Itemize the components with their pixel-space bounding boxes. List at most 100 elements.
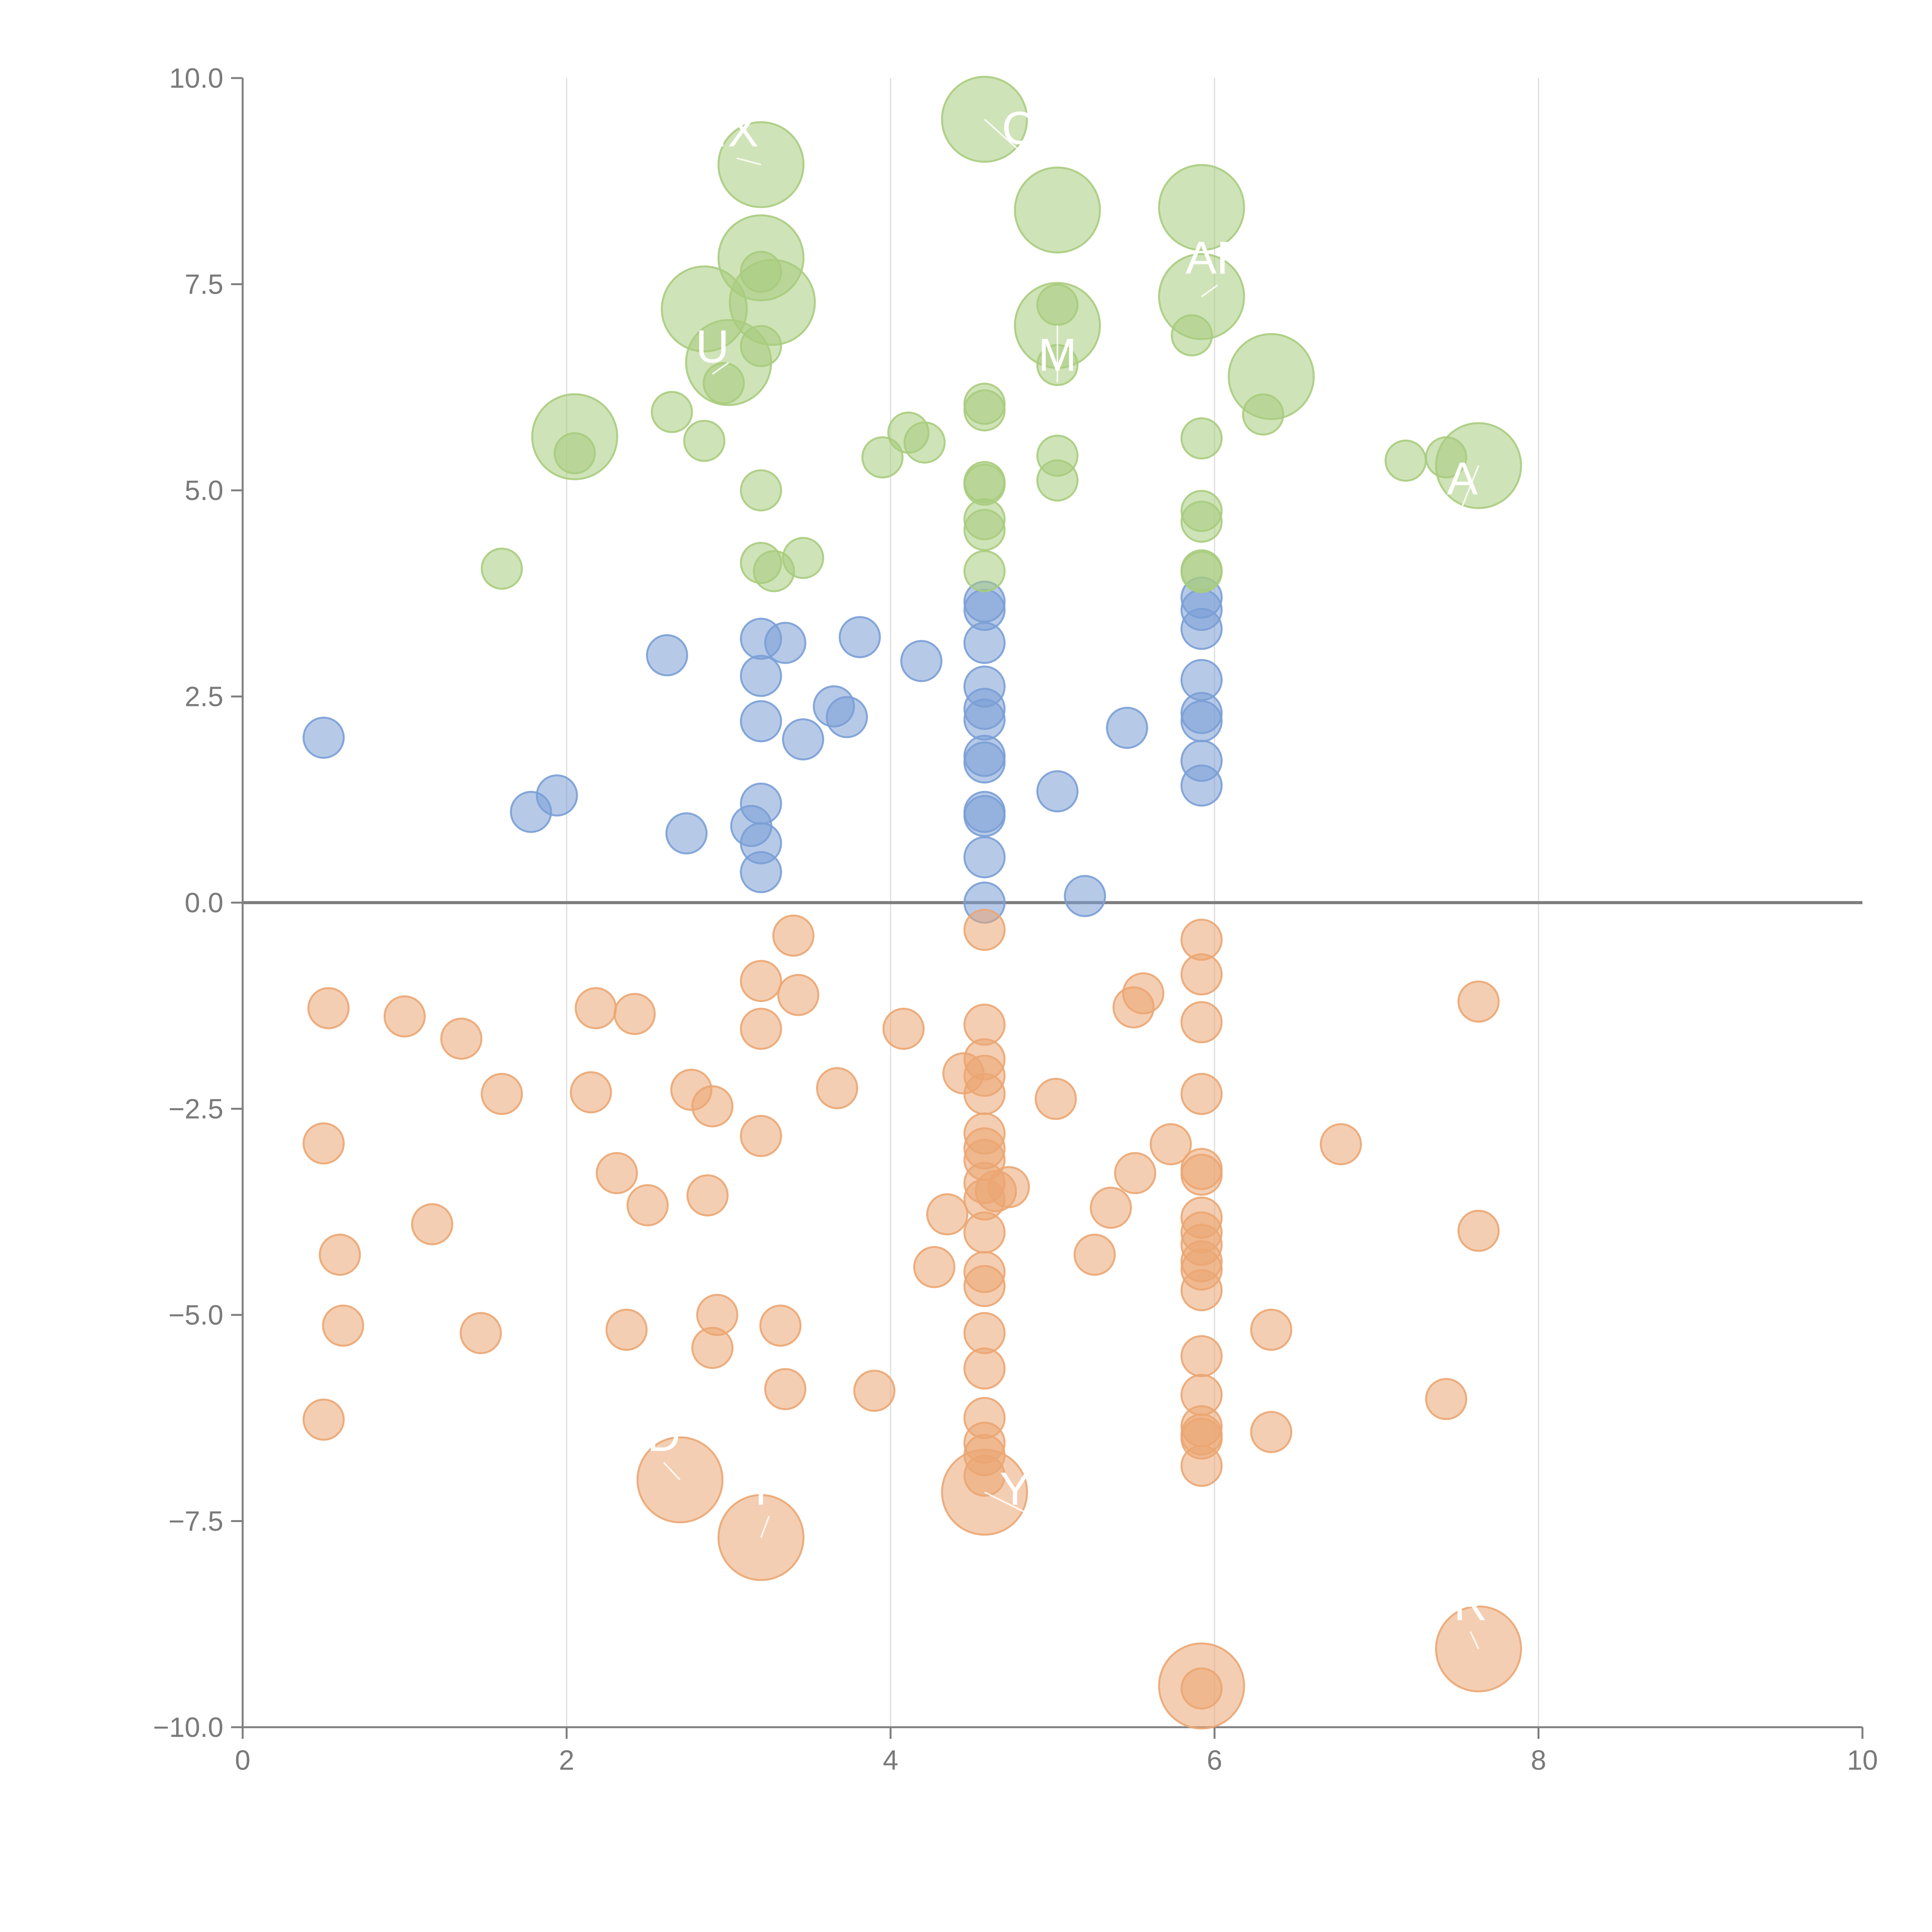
data-point — [1250, 1411, 1293, 1453]
data-point — [963, 389, 1006, 432]
data-point — [1180, 1001, 1223, 1043]
data-point — [1180, 1335, 1223, 1378]
data-point — [963, 1211, 1006, 1254]
data-point — [383, 995, 426, 1037]
data-point — [626, 1184, 669, 1226]
data-point — [307, 987, 350, 1029]
data-point — [963, 1265, 1006, 1307]
data-point — [782, 718, 824, 760]
data-point — [536, 774, 578, 817]
data-point — [1036, 459, 1079, 502]
data-point — [900, 640, 942, 682]
bubble-label: M — [1038, 329, 1077, 381]
data-point — [1250, 1308, 1293, 1351]
data-point — [963, 795, 1006, 837]
data-point — [1036, 770, 1079, 813]
data-point — [740, 1008, 782, 1050]
data-point — [816, 1067, 858, 1109]
data-point — [613, 993, 656, 1035]
data-point — [1180, 953, 1223, 996]
data-point — [570, 1071, 612, 1114]
data-point — [1106, 707, 1148, 749]
data-point — [665, 812, 708, 855]
bubble-label: A — [1447, 453, 1478, 505]
y-tick-label: 2.5 — [185, 682, 223, 713]
data-point — [740, 700, 782, 743]
data-point — [963, 550, 1006, 592]
data-point — [853, 1369, 896, 1412]
data-point — [777, 974, 820, 1016]
data-point — [759, 1304, 802, 1347]
data-point — [1180, 1445, 1223, 1487]
data-point — [782, 537, 824, 579]
data-point — [303, 1122, 345, 1165]
y-tick-label: 5.0 — [185, 475, 223, 506]
data-point — [605, 1308, 648, 1351]
data-point — [926, 1193, 969, 1236]
data-point — [440, 1017, 483, 1060]
large-bubble — [729, 259, 816, 346]
data-point — [1180, 1269, 1223, 1311]
data-point — [1180, 1153, 1223, 1196]
data-point — [481, 1073, 523, 1115]
data-point — [988, 1166, 1030, 1208]
data-point — [1320, 1123, 1362, 1165]
data-point — [861, 436, 904, 479]
x-tick-label: 0 — [235, 1745, 250, 1776]
x-tick-label: 6 — [1207, 1745, 1222, 1776]
data-point — [963, 509, 1006, 551]
data-point — [481, 548, 523, 590]
y-tick-label: −2.5 — [168, 1094, 223, 1125]
data-point — [1457, 1209, 1500, 1252]
data-point — [826, 696, 868, 738]
bubble-label: U — [696, 321, 729, 372]
large-bubble — [1158, 1642, 1245, 1730]
data-point — [913, 1246, 956, 1288]
data-point — [764, 622, 806, 664]
data-point — [963, 908, 1006, 951]
data-point — [411, 1203, 453, 1245]
data-point — [740, 851, 782, 893]
x-tick-label: 10 — [1847, 1745, 1878, 1776]
label-leader — [1201, 284, 1218, 298]
label-leader — [663, 1462, 681, 1481]
label-leader — [984, 1492, 1034, 1517]
data-point — [1384, 439, 1427, 482]
data-point — [740, 1115, 782, 1157]
y-tick-label: 0.0 — [185, 888, 223, 918]
y-tick-label: −7.5 — [168, 1506, 223, 1537]
y-tick-label: 10.0 — [169, 63, 223, 94]
y-tick-label: 7.5 — [185, 269, 223, 300]
data-point — [1180, 1073, 1223, 1115]
data-point — [322, 1304, 364, 1347]
data-point — [459, 1312, 502, 1354]
data-point — [691, 1085, 734, 1128]
data-point — [740, 469, 782, 512]
x-tick-label: 2 — [559, 1745, 574, 1776]
data-point — [740, 655, 782, 697]
data-point — [882, 1008, 925, 1050]
data-point — [1122, 972, 1165, 1015]
large-bubble — [1228, 333, 1315, 420]
bubble-layer — [303, 250, 1500, 1710]
data-point — [740, 782, 782, 825]
y-tick-label: −10.0 — [153, 1712, 223, 1743]
label-leader — [736, 157, 761, 166]
data-point — [963, 622, 1006, 664]
y-tick-label: −5.0 — [168, 1300, 223, 1331]
data-point — [1180, 551, 1223, 593]
x-tick-label: 4 — [883, 1745, 898, 1776]
label-leader — [712, 362, 729, 375]
label-leader — [1461, 465, 1480, 507]
data-point — [740, 960, 782, 1002]
x-tick-label: 8 — [1531, 1745, 1546, 1776]
data-point — [651, 391, 693, 433]
large-bubble — [1014, 166, 1101, 253]
bubble-label: F — [755, 1463, 783, 1515]
data-point — [963, 1073, 1006, 1115]
label-leader — [1469, 1631, 1480, 1650]
large-bubble — [1158, 164, 1245, 251]
data-point — [963, 1347, 1006, 1390]
bubble-label: R — [1454, 1578, 1487, 1630]
